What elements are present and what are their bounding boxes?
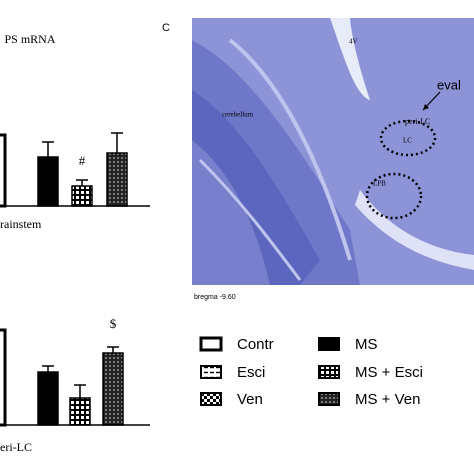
bar	[102, 352, 124, 426]
legend-label: MS	[355, 336, 378, 353]
legend-swatch	[318, 337, 340, 351]
image-label: LPB	[373, 180, 386, 188]
image-label: peri-LC	[405, 117, 430, 126]
panel-label: C	[162, 22, 170, 34]
bar	[71, 185, 93, 207]
histology-image	[192, 18, 474, 285]
bar	[0, 328, 7, 427]
legend-label: Esci	[237, 364, 265, 381]
x-axis-label: brainstem	[0, 217, 42, 231]
image-label: eval	[437, 77, 461, 92]
image-label: LC	[403, 137, 412, 145]
legend-swatch	[199, 336, 223, 352]
legend-swatch	[200, 392, 222, 406]
legend-swatch	[200, 365, 222, 379]
bar	[37, 371, 59, 426]
bar	[106, 152, 128, 207]
legend-label: Contr	[237, 336, 274, 353]
legend-label: Ven	[237, 391, 263, 408]
error-bar	[42, 365, 54, 372]
image-label: cerebellum	[222, 111, 254, 119]
bar	[0, 133, 7, 208]
legend-label: MS + Ven	[355, 391, 420, 408]
error-bar	[107, 346, 119, 353]
error-bar	[111, 132, 123, 153]
chart-title: PS mRNA	[4, 32, 55, 46]
bar	[37, 156, 59, 207]
x-axis-label: peri-LC	[0, 440, 32, 454]
legend-swatch	[318, 365, 340, 379]
legend-label: MS + Esci	[355, 364, 423, 381]
legend-swatch	[318, 392, 340, 406]
image-label: 4V	[349, 38, 358, 46]
error-bar	[74, 384, 86, 398]
significance-mark: #	[79, 153, 86, 168]
significance-mark: $	[110, 316, 117, 331]
image-caption: bregma -9.60	[194, 294, 236, 301]
bar	[69, 397, 91, 426]
error-bar	[76, 179, 88, 186]
error-bar	[42, 141, 54, 157]
